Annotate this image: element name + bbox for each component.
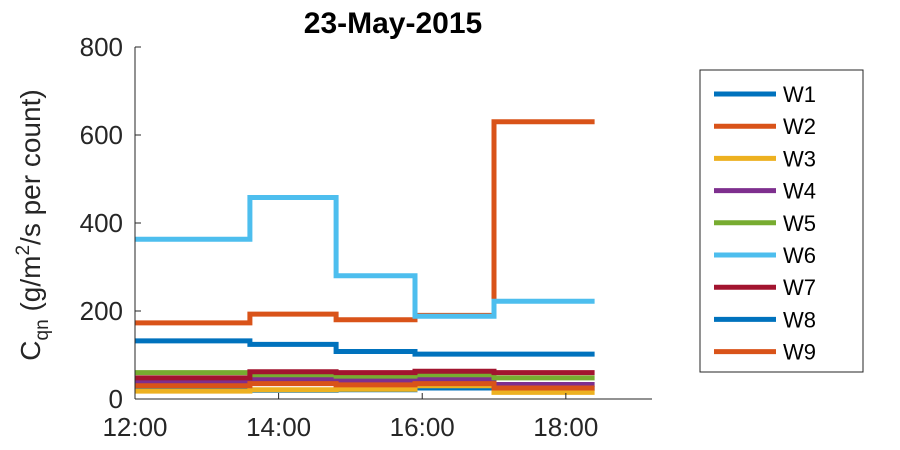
legend-label-w7: W7: [783, 275, 816, 300]
ylabel-main: C: [15, 340, 46, 360]
legend-label-w5: W5: [783, 211, 816, 236]
ylabel-subscript: qn: [32, 319, 53, 340]
chart-title: 23-May-2015: [304, 7, 482, 40]
legend: W1 W2 W3 W4 W5 W6 W7 W8 W9: [699, 69, 864, 373]
x-tick-label: 12:00: [102, 412, 167, 442]
ylabel-rest1: (g/m: [15, 256, 46, 320]
y-tick-label: 400: [80, 208, 123, 238]
series-line-w9: [135, 381, 595, 391]
legend-label-w8: W8: [783, 307, 816, 332]
legend-label-w1: W1: [783, 82, 816, 107]
axes-layer: 0 200 400 600 800 12:00 14:00 16:00 18:00: [80, 32, 652, 442]
x-tick-label: 14:00: [246, 412, 311, 442]
svg-text:Cqn (g/m2/s per count): Cqn (g/m2/s per count): [13, 89, 53, 360]
x-tick-label: 18:00: [533, 412, 598, 442]
series-line-w6: [135, 195, 595, 319]
ylabel-rest2: /s per count): [15, 89, 46, 245]
legend-label-w2: W2: [783, 114, 816, 139]
y-axis-label: Cqn (g/m2/s per count): [13, 89, 53, 360]
legend-label-w3: W3: [783, 146, 816, 171]
x-tick-label: 16:00: [390, 412, 455, 442]
y-tick-label: 800: [80, 32, 123, 62]
series-line-w7: [135, 368, 595, 381]
legend-label-w4: W4: [783, 179, 816, 204]
legend-label-w9: W9: [783, 340, 816, 365]
ylabel-superscript: 2: [13, 245, 34, 256]
y-tick-label: 600: [80, 120, 123, 150]
y-tick-label: 200: [80, 296, 123, 326]
series-line-w8: [135, 338, 595, 357]
series-line-w2: [135, 119, 595, 326]
y-tick-label: 0: [109, 384, 123, 414]
legend-label-w6: W6: [783, 243, 816, 268]
series-layer: [135, 119, 595, 395]
